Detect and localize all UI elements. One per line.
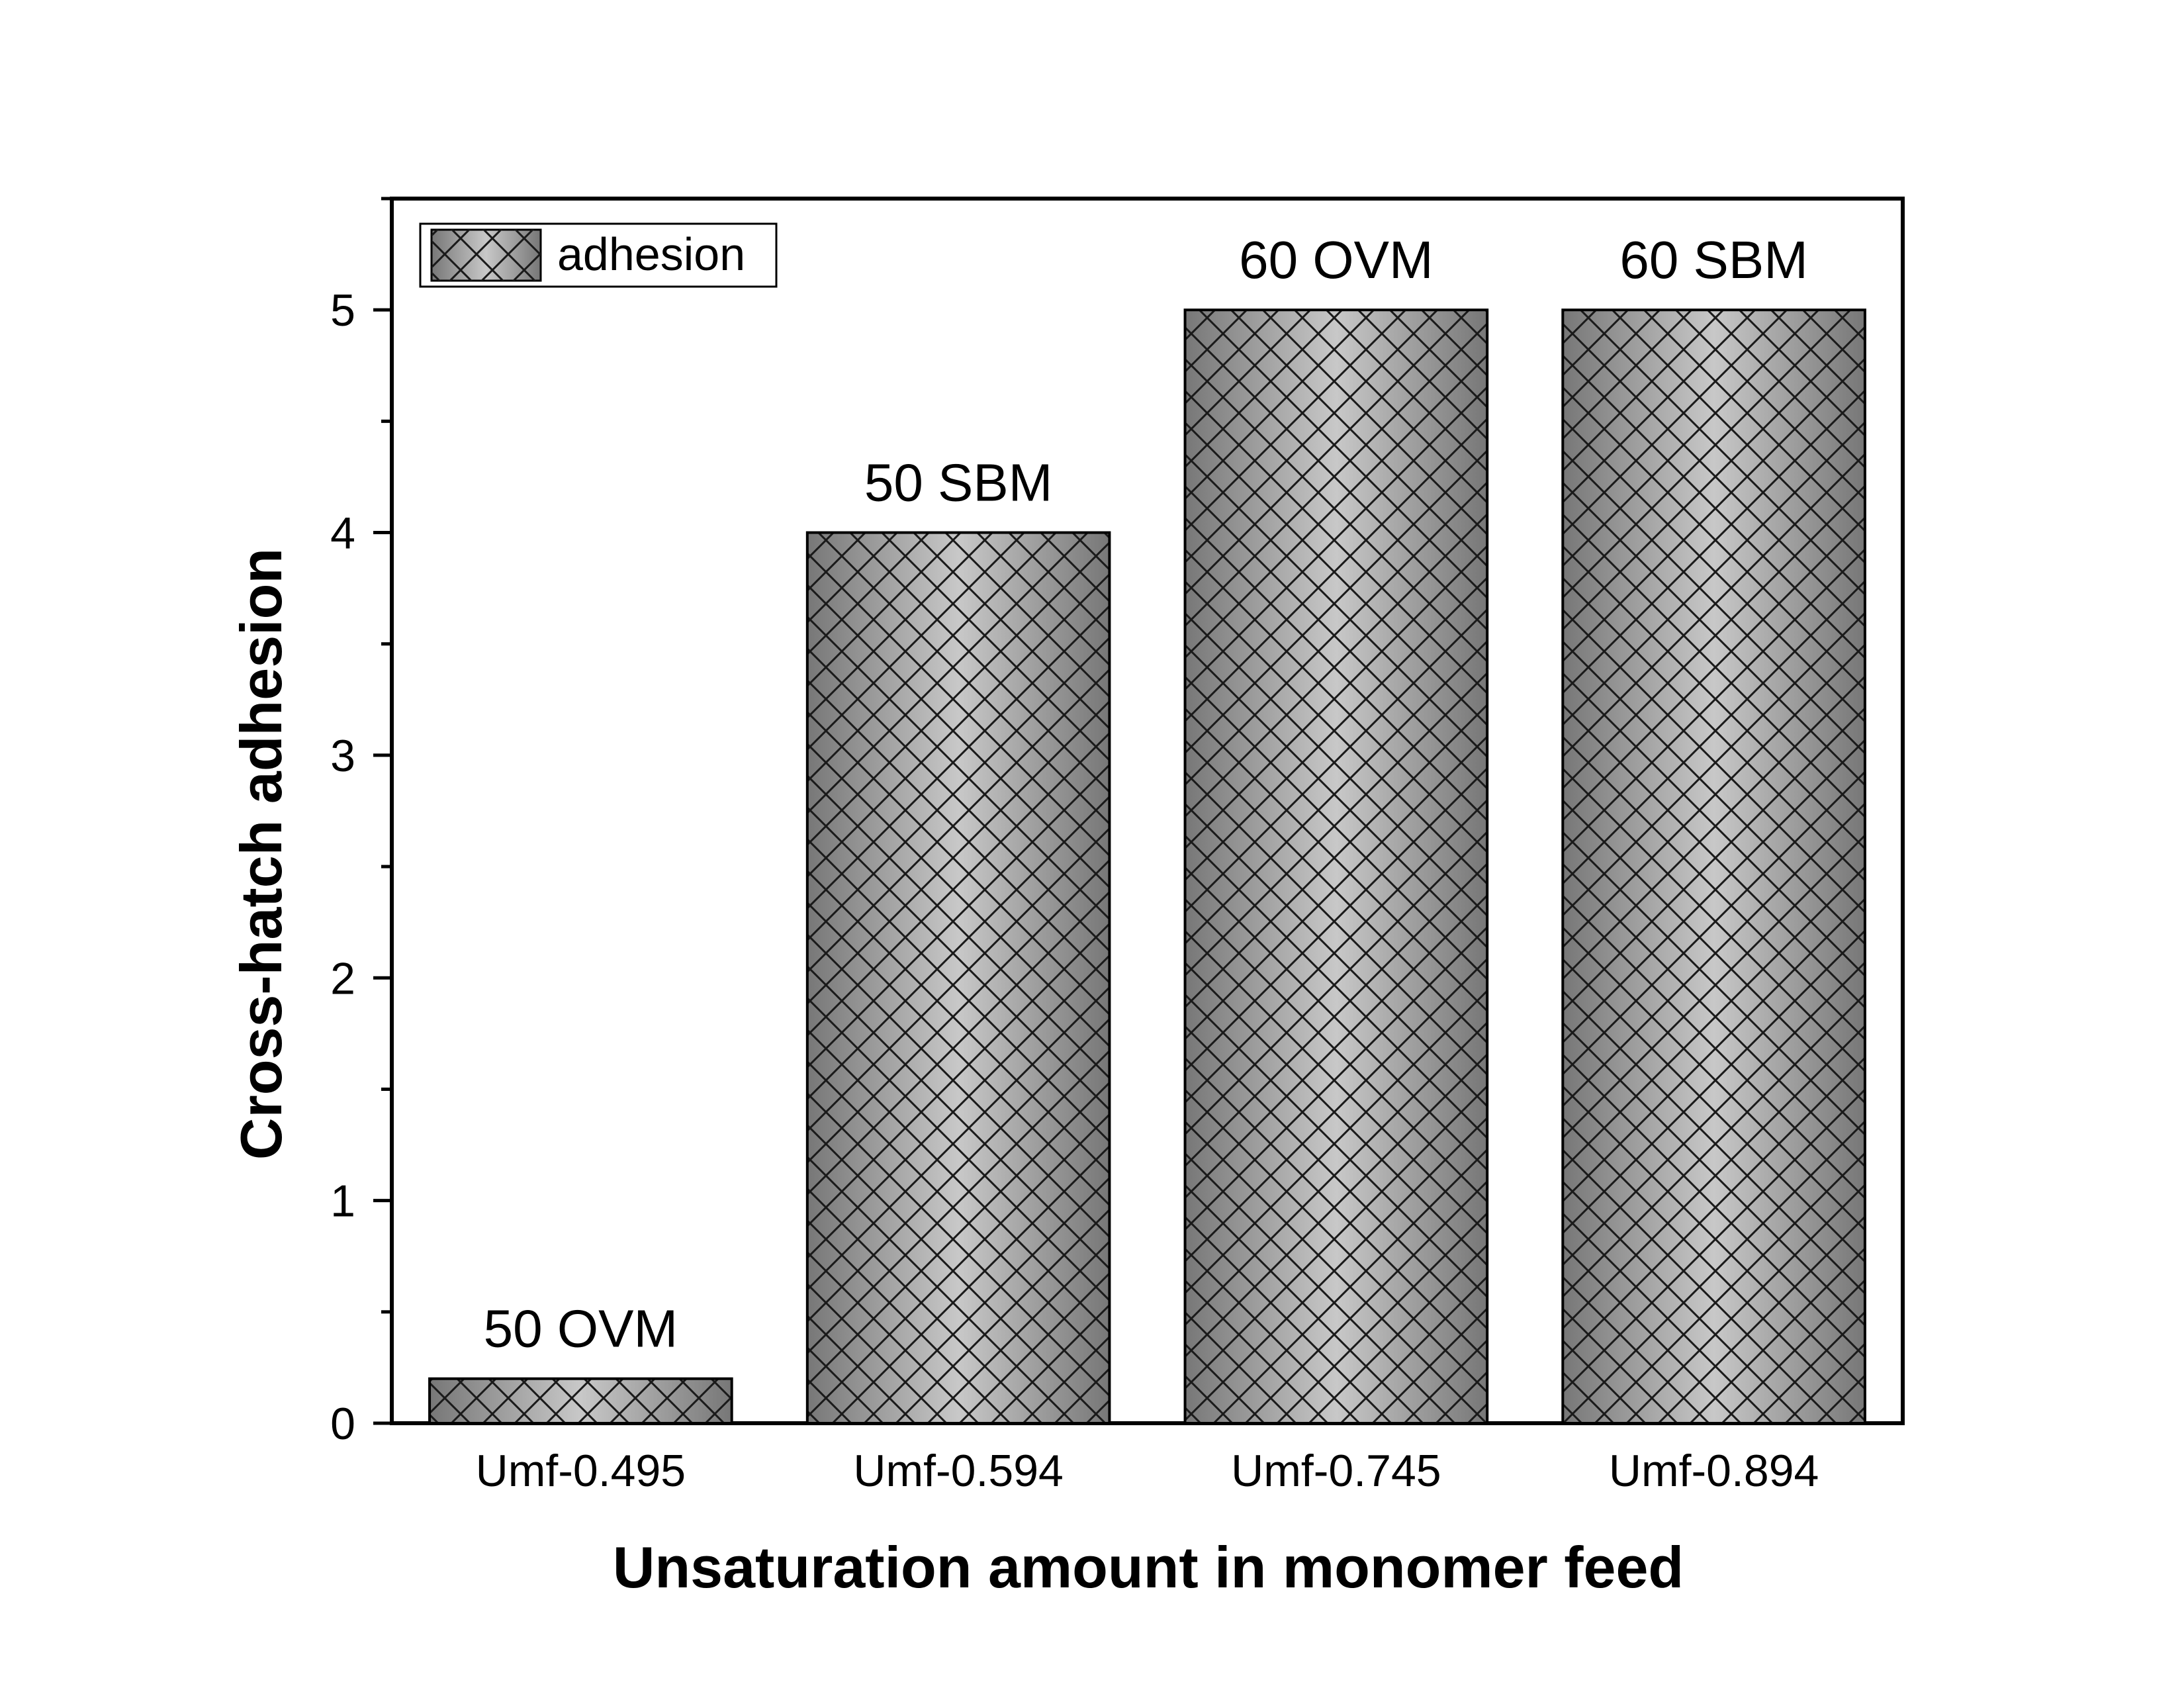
bar-hatch-Umf-0.745 (1183, 308, 1489, 1425)
y-tick-label: 5 (330, 285, 355, 336)
bar-data-label: 50 OVM (484, 1299, 678, 1358)
y-axis-title: Cross-hatch adhesion (228, 548, 294, 1160)
bar-labels-group: 50 OVM 50 SBM 60 OVM 60 SBM (484, 230, 1808, 1358)
x-axis-title: Unsaturation amount in monomer feed (613, 1534, 1684, 1600)
bar-data-label: 50 SBM (864, 453, 1053, 512)
y-tick-label: 2 (330, 953, 355, 1004)
x-tick-label: Umf-0.594 (853, 1446, 1063, 1496)
bar-hatch-Umf-0.894 (1561, 308, 1866, 1425)
legend-swatch-hatch (432, 230, 541, 281)
bar-hatch-Umf-0.594 (805, 531, 1111, 1425)
legend: adhesion (419, 222, 778, 288)
bars-group (428, 308, 1866, 1425)
x-axis-ticks: Umf-0.495 Umf-0.594 Umf-0.745 Umf-0.894 (476, 1446, 1819, 1496)
y-axis-ticks: 0 1 2 3 4 5 (330, 197, 392, 1449)
x-tick-label: Umf-0.495 (476, 1446, 686, 1496)
bar-data-label: 60 OVM (1239, 230, 1433, 289)
y-tick-label: 3 (330, 731, 355, 781)
legend-label: adhesion (557, 228, 745, 280)
bar-hatch-Umf-0.495 (428, 1377, 733, 1425)
plot-frame (390, 197, 1905, 1425)
x-tick-label: Umf-0.894 (1609, 1446, 1819, 1496)
x-tick-label: Umf-0.745 (1231, 1446, 1441, 1496)
y-tick-label: 1 (330, 1176, 355, 1227)
y-tick-label: 0 (330, 1399, 355, 1449)
y-tick-label: 4 (330, 508, 355, 559)
bar-data-label: 60 SBM (1619, 230, 1808, 289)
